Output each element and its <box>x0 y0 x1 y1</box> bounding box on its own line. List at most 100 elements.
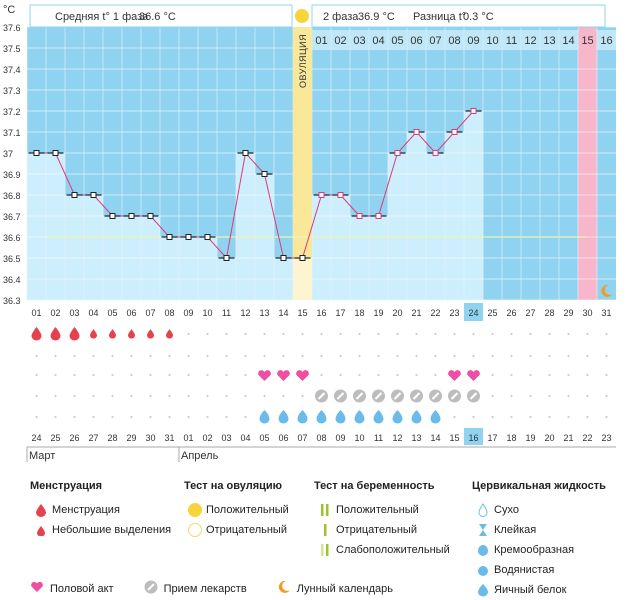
after-ov-cell <box>540 30 559 50</box>
pill-icon-slash <box>355 392 364 400</box>
month-label: Март <box>29 450 55 462</box>
phase1-label: Средняя t° 1 фаза <box>55 11 149 23</box>
after-ov-cell <box>521 30 540 50</box>
grid-dot <box>529 354 532 358</box>
temperature-point <box>52 150 59 156</box>
grid-dot <box>377 373 380 377</box>
grid-dot <box>206 354 209 358</box>
temperature-point <box>337 192 344 198</box>
grid-dot <box>187 354 190 358</box>
temperature-bar <box>83 194 104 301</box>
faint-line-icon <box>314 543 336 557</box>
small-drop-icon <box>147 329 154 339</box>
grid-dot <box>548 373 551 377</box>
x-tick-label: 18 <box>354 308 364 318</box>
grid-dot <box>168 415 171 419</box>
blood-drop-icon <box>69 327 80 341</box>
grid-dot <box>586 332 589 336</box>
legend-cervical-creamy: Кремообразная <box>494 544 575 556</box>
grid-dot <box>605 373 608 377</box>
temperature-bar <box>463 110 484 301</box>
heart-icon <box>467 370 480 381</box>
temperature-point <box>109 213 116 219</box>
grid-dot <box>54 415 57 419</box>
after-ov-day-label: 01 <box>315 35 327 47</box>
temperature-line <box>28 108 613 297</box>
x-tick-label: 14 <box>278 308 288 318</box>
pill-icon <box>144 580 158 597</box>
grid-dot <box>54 373 57 377</box>
egg-white-icon <box>472 583 494 597</box>
x-tick-label: 05 <box>107 308 117 318</box>
x-tick-label: 23 <box>449 308 459 318</box>
pill-icon-slash <box>374 392 383 400</box>
ovulation-column <box>293 27 312 300</box>
x-tick-label: 31 <box>601 308 611 318</box>
positive-test-icon <box>184 502 206 518</box>
grid-dot <box>377 332 380 336</box>
grid-dot <box>472 415 475 419</box>
x-tick-label: 25 <box>487 308 497 318</box>
y-tick-label: 37.4 <box>3 65 21 75</box>
grid-dot <box>415 373 418 377</box>
after-ov-day-label: 10 <box>486 35 498 47</box>
legend-ovtest-negative: Отрицательный <box>206 524 287 536</box>
grid-dot <box>130 394 133 398</box>
temperature-point <box>432 150 439 156</box>
after-ov-day-label: 14 <box>562 35 574 47</box>
grid-dot <box>149 394 152 398</box>
x-tick-label: 03 <box>69 308 79 318</box>
after-ov-day-label: 08 <box>448 35 460 47</box>
grid-dot <box>358 373 361 377</box>
header-box-phase1 <box>29 4 293 28</box>
grid-dot <box>301 354 304 358</box>
calendar-date-label: 19 <box>525 433 535 443</box>
grid-dot <box>472 354 475 358</box>
x-tick-label: 11 <box>222 308 231 318</box>
x-tick-label: 15 <box>297 308 307 318</box>
grid-dot <box>567 332 570 336</box>
after-ov-cell <box>388 30 407 50</box>
after-ov-cell <box>578 30 597 50</box>
month-label: Апрель <box>181 450 219 462</box>
after-ov-cell <box>312 30 331 50</box>
grid-dot <box>244 394 247 398</box>
grid-dot <box>73 354 76 358</box>
phase2-value: 36.9 °C <box>358 11 395 23</box>
grid-dot <box>92 373 95 377</box>
grid-dot <box>73 373 76 377</box>
grid-dot <box>73 394 76 398</box>
x-tick-label: 01 <box>31 308 41 318</box>
after-ov-day-label: 07 <box>429 35 441 47</box>
egg-white-icon <box>354 410 365 424</box>
legend-cervical-title: Цервикальная жидкость <box>472 480 606 492</box>
legend-pregtest-positive: Положительный <box>336 504 419 516</box>
small-drop-icon <box>109 329 116 339</box>
y-tick-label: 36.4 <box>3 275 21 285</box>
temperature-point <box>356 213 363 219</box>
legend-pregtest-faint: Слабоположительный <box>336 544 450 556</box>
x-axis: 01 02 03 04 05 06 07 08 09 10 11 12 13 14 15 16 17 18 19 20… <box>31 303 612 321</box>
phase2-label: 2 фаза <box>323 11 359 23</box>
y-tick-label: 37.6 <box>3 23 21 33</box>
ovulation-bar <box>293 258 312 300</box>
diff-label: Разница t° <box>413 11 466 23</box>
after-ov-day-label: 04 <box>372 35 384 47</box>
x-tick-label: 02 <box>50 308 60 318</box>
negative-test-icon <box>184 522 206 538</box>
x-tick-label: 16 <box>316 308 326 318</box>
grid-dot <box>130 354 133 358</box>
after-ov-cell <box>483 30 502 50</box>
heart-icon <box>448 370 461 381</box>
temperature-point <box>90 192 97 198</box>
grid-dot <box>187 415 190 419</box>
grid-dot <box>415 332 418 336</box>
grid-dot <box>73 415 76 419</box>
grid-dot <box>529 332 532 336</box>
pill-icon-slash <box>469 392 478 400</box>
pill-icon-slash <box>431 392 440 400</box>
grid-dot <box>35 415 38 419</box>
temperature-point <box>185 234 192 240</box>
grid-dot <box>282 354 285 358</box>
grid-dot <box>358 354 361 358</box>
